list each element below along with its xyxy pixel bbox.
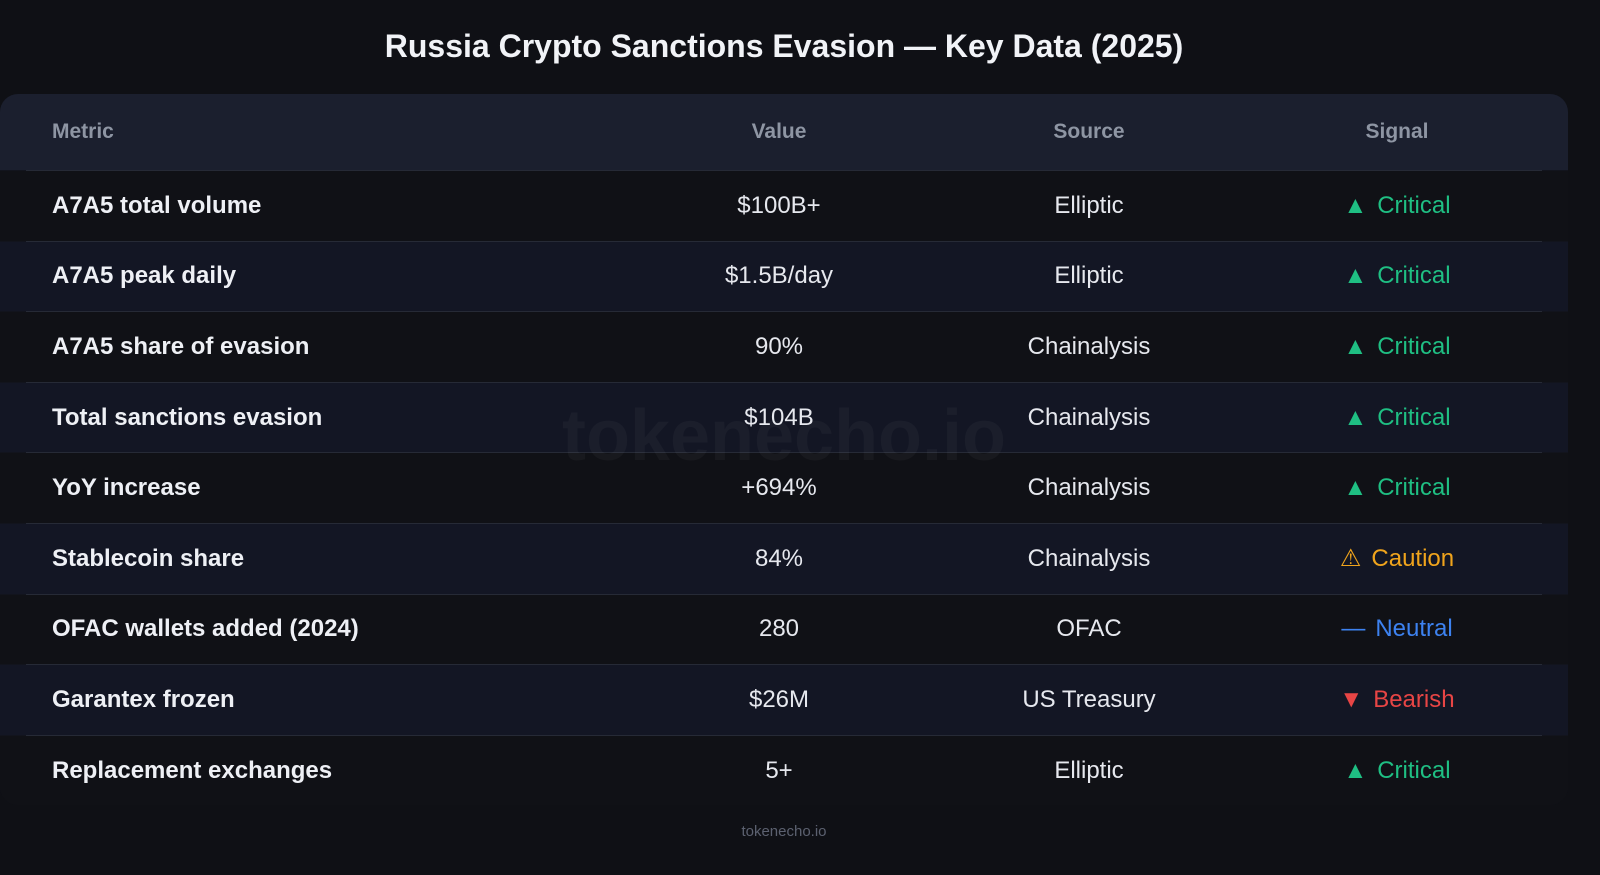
value-cell: 90% <box>754 332 804 360</box>
triangle-down-icon: ▼ <box>1339 685 1364 713</box>
source-cell: Elliptic <box>1054 262 1124 290</box>
value-cell: $26M <box>748 685 810 713</box>
source-cell: Chainalysis <box>1027 474 1151 502</box>
signal-label: Critical <box>1377 756 1451 784</box>
signal-label: Critical <box>1377 403 1451 431</box>
signal-label: Bearish <box>1373 685 1455 713</box>
metric-cell: A7A5 peak daily <box>52 262 237 290</box>
signal-cell: ▲ Critical <box>1244 404 1550 432</box>
dash-icon: — <box>1341 615 1366 643</box>
column-header-value: Value <box>751 120 807 143</box>
table-row: A7A5 total volume $100B+ Elliptic ▲ Critical <box>0 170 1568 241</box>
metric-cell: A7A5 share of evasion <box>52 332 310 360</box>
signal-cell: ▲ Critical <box>1244 474 1550 502</box>
page-title: Russia Crypto Sanctions Evasion — Key Da… <box>384 28 1184 64</box>
column-header-signal: Signal <box>1365 120 1429 143</box>
metric-cell: Total sanctions evasion <box>52 403 323 431</box>
signal-cell: ▼ Bearish <box>1244 686 1550 714</box>
signal-label: Critical <box>1377 332 1451 360</box>
footer-credit: tokenecho.io <box>741 823 827 840</box>
table-row: Replacement exchanges 5+ Elliptic ▲ Critical <box>0 734 1568 805</box>
triangle-up-icon: ▲ <box>1343 756 1368 784</box>
metric-cell: Garantex frozen <box>52 685 235 713</box>
signal-label: Critical <box>1377 191 1451 219</box>
triangle-up-icon: ▲ <box>1343 332 1368 360</box>
table-row: Total sanctions evasion $104B Chainalysis ▲… <box>0 381 1568 453</box>
column-header-metric: Metric <box>52 120 114 143</box>
signal-cell: — Neutral <box>1244 615 1550 643</box>
table-body: A7A5 total volume $100B+ Elliptic ▲ Critical… <box>0 170 1568 805</box>
metric-cell: YoY increase <box>52 474 201 502</box>
signal-cell: ▲ Critical <box>1244 757 1550 785</box>
warning-icon: ⚠ <box>1339 545 1362 573</box>
value-cell: +694% <box>741 474 817 502</box>
source-cell: Elliptic <box>1054 756 1124 784</box>
signal-label: Critical <box>1377 474 1451 502</box>
table-header: Metric Value Source Signal <box>0 94 1568 170</box>
metric-cell: A7A5 total volume <box>52 191 262 219</box>
signal-label: Critical <box>1377 262 1451 290</box>
signal-cell: ▲ Critical <box>1244 333 1550 361</box>
table-row: A7A5 share of evasion 90% Chainalysis ▲ Crit… <box>0 311 1568 382</box>
table-row: YoY increase +694% Chainalysis ▲ Critical <box>0 452 1568 523</box>
triangle-up-icon: ▲ <box>1343 403 1368 431</box>
table-row: Stablecoin share 84% Chainalysis ⚠ Caution <box>0 522 1568 594</box>
source-cell: Elliptic <box>1054 191 1124 219</box>
value-cell: $104B <box>744 403 814 431</box>
source-cell: Chainalysis <box>1027 332 1151 360</box>
signal-cell: ⚠ Caution <box>1244 544 1550 573</box>
metric-cell: Replacement exchanges <box>52 756 333 784</box>
source-cell: Chainalysis <box>1027 403 1151 431</box>
metric-cell: OFAC wallets added (2024) <box>52 615 359 643</box>
source-cell: OFAC <box>1056 615 1122 643</box>
triangle-up-icon: ▲ <box>1343 191 1368 219</box>
column-header-source: Source <box>1053 120 1125 143</box>
table-row: A7A5 peak daily $1.5B/day Elliptic ▲ Critica… <box>0 240 1568 312</box>
source-cell: Chainalysis <box>1027 544 1151 572</box>
value-cell: $1.5B/day <box>724 262 834 290</box>
signal-cell: ▲ Critical <box>1244 262 1550 290</box>
value-cell: $100B+ <box>737 191 821 219</box>
value-cell: 5+ <box>765 756 793 784</box>
triangle-up-icon: ▲ <box>1343 262 1368 290</box>
data-table: Metric Value Source Signal A7A5 total vo… <box>0 94 1568 805</box>
value-cell: 84% <box>754 544 804 572</box>
value-cell: 280 <box>758 615 800 643</box>
triangle-up-icon: ▲ <box>1343 474 1368 502</box>
signal-cell: ▲ Critical <box>1244 192 1550 220</box>
table-row: Garantex frozen $26M US Treasury ▼ Bearish <box>0 664 1568 735</box>
source-cell: US Treasury <box>1022 685 1156 713</box>
metric-cell: Stablecoin share <box>52 544 245 572</box>
table-row: OFAC wallets added (2024) 280 OFAC — Neutral <box>0 593 1568 665</box>
signal-label: Neutral <box>1375 615 1453 643</box>
signal-label: Caution <box>1371 545 1455 573</box>
